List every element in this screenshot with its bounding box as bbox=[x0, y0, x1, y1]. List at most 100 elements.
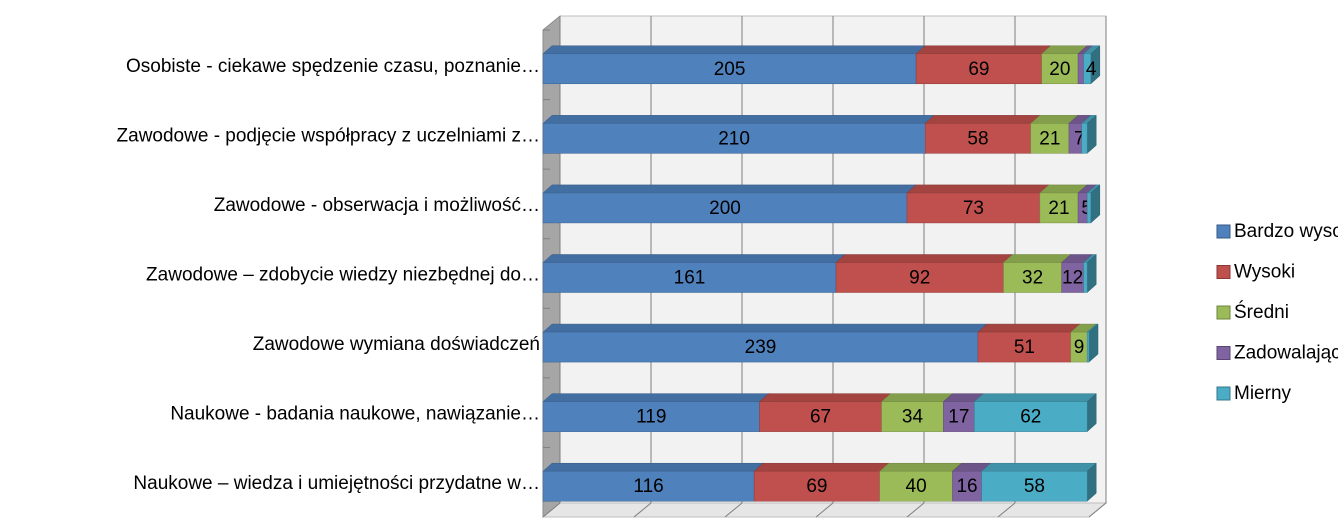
legend-swatch bbox=[1216, 305, 1231, 320]
bar-front bbox=[1003, 262, 1062, 293]
y-tick-label: Naukowe – wiedza i umiejętności przydatn… bbox=[133, 473, 540, 494]
bar-front bbox=[542, 262, 837, 293]
bar-top bbox=[879, 462, 963, 472]
legend-label: Mierny bbox=[1234, 383, 1292, 404]
data-label: 34 bbox=[902, 407, 924, 428]
bar-segment bbox=[1081, 114, 1097, 154]
bar-segment bbox=[542, 462, 764, 502]
bar-segment bbox=[753, 462, 890, 502]
bar-top bbox=[542, 184, 917, 194]
grid-line bbox=[724, 502, 743, 518]
bar-front bbox=[542, 401, 760, 432]
y-tick-label: Osobiste - ciekawe spędzenie czasu, pozn… bbox=[126, 56, 540, 77]
grid-line bbox=[1088, 502, 1107, 518]
bar-front bbox=[1083, 53, 1092, 85]
data-label: 69 bbox=[806, 476, 827, 497]
bar-front bbox=[1039, 192, 1079, 224]
data-label: 16 bbox=[956, 476, 977, 497]
grid-line bbox=[997, 502, 1016, 518]
bar-segment bbox=[973, 393, 1097, 433]
data-label: 205 bbox=[714, 59, 746, 80]
bar-segment bbox=[542, 253, 846, 294]
bar-top bbox=[906, 184, 1050, 194]
y-tick-label: Zawodowe – zdobycie wiedzy niezbędnej do… bbox=[146, 265, 540, 286]
bar-segment bbox=[977, 323, 1081, 363]
data-label: 21 bbox=[1048, 198, 1069, 219]
bar-front bbox=[906, 192, 1041, 224]
bar-segment bbox=[542, 45, 926, 85]
bar-front bbox=[1041, 53, 1079, 85]
bar-top bbox=[973, 393, 1097, 402]
bar-front bbox=[542, 53, 917, 85]
bar-segment bbox=[542, 393, 770, 433]
bar-front bbox=[1083, 262, 1088, 293]
bar-top bbox=[924, 115, 1041, 124]
bar-top bbox=[977, 323, 1081, 333]
bar-top bbox=[542, 393, 770, 402]
y-tick-label: Zawodowe - podjęcie współpracy z uczelni… bbox=[117, 125, 540, 146]
bar-segment bbox=[542, 184, 917, 224]
data-label: 119 bbox=[636, 407, 666, 428]
legend-swatch bbox=[1216, 265, 1231, 279]
bar-front bbox=[952, 470, 982, 502]
bar-segment bbox=[1086, 184, 1101, 224]
data-label: 32 bbox=[1022, 268, 1043, 289]
data-label: 69 bbox=[968, 59, 989, 80]
data-label: 67 bbox=[810, 407, 831, 428]
data-label: 58 bbox=[1024, 476, 1045, 497]
bar-top bbox=[880, 393, 954, 402]
y-tick-label: Zawodowe - obserwacja i możliwość… bbox=[214, 195, 540, 216]
data-label: 9 bbox=[1074, 337, 1085, 358]
bar-top bbox=[915, 45, 1052, 55]
grid-line bbox=[815, 502, 834, 518]
bar-front bbox=[753, 470, 880, 502]
data-label: 62 bbox=[1020, 407, 1041, 428]
bar-front bbox=[924, 123, 1032, 154]
bar-top bbox=[758, 393, 892, 402]
bar-segment bbox=[542, 323, 988, 363]
bar-front bbox=[977, 331, 1072, 363]
bar-segment bbox=[924, 114, 1041, 154]
data-label: 161 bbox=[674, 268, 706, 289]
bar-segment bbox=[980, 462, 1097, 502]
bar-front bbox=[881, 401, 944, 432]
bar-top bbox=[835, 254, 1014, 263]
data-label: 58 bbox=[967, 128, 988, 149]
data-label: 210 bbox=[718, 128, 750, 149]
y-tick-label: Zawodowe wymiana doświadczeń bbox=[253, 334, 540, 355]
data-label: 12 bbox=[1062, 268, 1083, 289]
bar-segment bbox=[880, 393, 954, 433]
grid-line bbox=[542, 502, 561, 518]
bar-front bbox=[542, 470, 755, 502]
bar-front bbox=[915, 53, 1042, 85]
data-label: 21 bbox=[1039, 128, 1060, 149]
grid-line bbox=[906, 502, 925, 518]
y-tick-label: Naukowe - badania naukowe, nawiązanie… bbox=[170, 404, 540, 425]
data-label: 51 bbox=[1014, 337, 1035, 358]
data-label: 40 bbox=[906, 476, 927, 497]
bar-front bbox=[1030, 123, 1070, 154]
data-label: 17 bbox=[948, 407, 969, 428]
bar-front bbox=[759, 401, 882, 432]
bar-top bbox=[753, 462, 890, 472]
data-label: 92 bbox=[909, 268, 930, 289]
legend-swatch bbox=[1216, 224, 1231, 239]
bar-top bbox=[1002, 254, 1072, 263]
bar-front bbox=[542, 192, 908, 224]
bar-top bbox=[980, 462, 1097, 472]
data-label: 5 bbox=[1081, 198, 1092, 219]
legend-label: Średni bbox=[1234, 301, 1289, 323]
bar-top bbox=[542, 462, 764, 472]
bar-segment bbox=[1082, 45, 1101, 85]
bar-front bbox=[542, 331, 979, 363]
bar-top bbox=[542, 115, 935, 124]
bar-segment bbox=[835, 253, 1014, 294]
data-label: 7 bbox=[1074, 128, 1085, 149]
bar-front bbox=[974, 401, 1088, 432]
bar-front bbox=[879, 470, 953, 502]
bar-front bbox=[1086, 331, 1090, 363]
bar-segment bbox=[1082, 253, 1097, 294]
bar-top bbox=[542, 45, 926, 55]
grid-line bbox=[633, 502, 652, 518]
bar-segment bbox=[1086, 323, 1099, 363]
